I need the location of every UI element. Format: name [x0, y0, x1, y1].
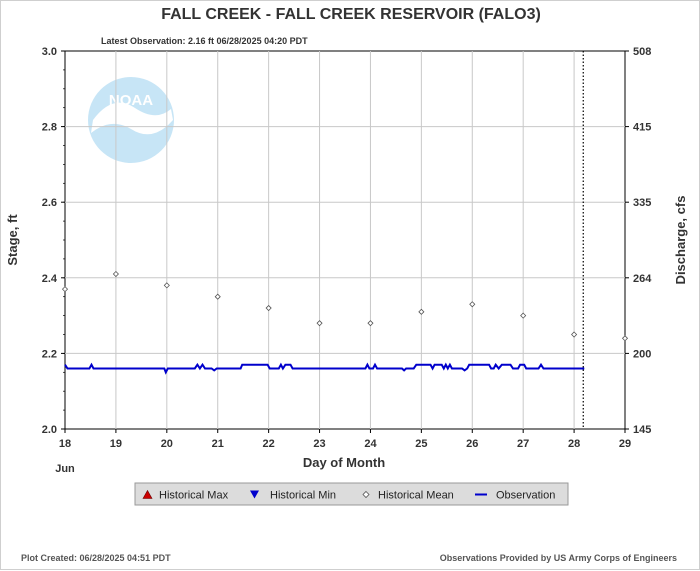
x-tick-label: 26	[466, 438, 478, 450]
axes: 18 19 20 21 22 23 24 25 26 27 28 29 2.0 2.2 2.4 2.6 2.8 3…	[42, 46, 653, 450]
historical-mean-point	[61, 286, 69, 293]
x-axis-month-label: Jun	[55, 463, 75, 475]
x-tick-label: 23	[313, 438, 325, 450]
observation-line	[64, 362, 585, 375]
y-tick-label: 2.2	[42, 348, 57, 360]
y2-tick-label: 415	[633, 122, 651, 134]
x-tick-label: 21	[212, 438, 224, 450]
y2-tick-label: 200	[633, 348, 651, 360]
grid-lines	[65, 51, 625, 429]
historical-mean-point	[214, 293, 221, 300]
historical-mean-point	[367, 320, 374, 327]
historical-mean-point	[112, 270, 119, 278]
legend-label-historical-max: Historical Max	[159, 490, 229, 502]
x-tick-label: 27	[517, 438, 529, 450]
data-source-footer: Observations Provided by US Army Corps o…	[440, 553, 677, 563]
triangle-up-icon	[142, 489, 153, 499]
historical-mean-point	[265, 304, 272, 312]
historical-mean-point	[621, 335, 629, 342]
chart-title: FALL CREEK - FALL CREEK RESERVOIR (FALO3…	[161, 6, 541, 23]
diamond-icon	[362, 490, 370, 499]
noaa-logo-watermark: NOAA	[88, 77, 174, 163]
latest-observation-subtitle: Latest Observation: 2.16 ft 06/28/2025 0…	[101, 36, 308, 46]
y-tick-label: 2.8	[42, 122, 57, 134]
x-tick-label: 29	[619, 438, 631, 450]
triangle-down-icon	[250, 490, 259, 499]
x-tick-label: 25	[415, 438, 427, 450]
x-tick-label: 28	[568, 438, 580, 450]
x-tick-label: 24	[364, 438, 377, 450]
legend: Historical Max Historical Min Historical…	[134, 482, 569, 506]
historical-mean-point	[571, 331, 578, 338]
y2-tick-label: 335	[633, 197, 651, 209]
x-axis-title: Day of Month	[303, 455, 385, 470]
historical-mean-point	[520, 312, 527, 319]
y-tick-label: 3.0	[42, 46, 57, 58]
y2-tick-label: 508	[633, 46, 651, 58]
y-tick-label: 2.4	[42, 273, 58, 285]
y2-tick-label: 264	[633, 273, 652, 285]
x-tick-label: 20	[161, 438, 173, 450]
y-axis-title: Stage, ft	[5, 214, 20, 266]
historical-mean-point	[316, 320, 323, 327]
y2-tick-label: 145	[633, 424, 651, 436]
legend-label-historical-min: Historical Min	[270, 490, 336, 502]
historical-mean-point	[418, 308, 425, 315]
historical-mean-point	[163, 282, 170, 289]
y-tick-label: 2.6	[42, 197, 57, 209]
y2-axis-title: Discharge, cfs	[673, 196, 688, 285]
y-tick-label: 2.0	[42, 424, 57, 436]
series-layer	[61, 51, 629, 429]
legend-box	[134, 482, 569, 506]
plot-created-footer: Plot Created: 06/28/2025 04:51 PDT	[21, 553, 171, 563]
x-tick-label: 19	[110, 438, 122, 450]
noaa-logo-text: NOAA	[109, 92, 153, 109]
historical-mean-point	[469, 301, 476, 308]
legend-label-historical-mean: Historical Mean	[378, 490, 454, 502]
legend-label-observation: Observation	[496, 490, 555, 502]
x-tick-label: 22	[263, 438, 275, 450]
x-tick-label: 18	[59, 438, 71, 450]
